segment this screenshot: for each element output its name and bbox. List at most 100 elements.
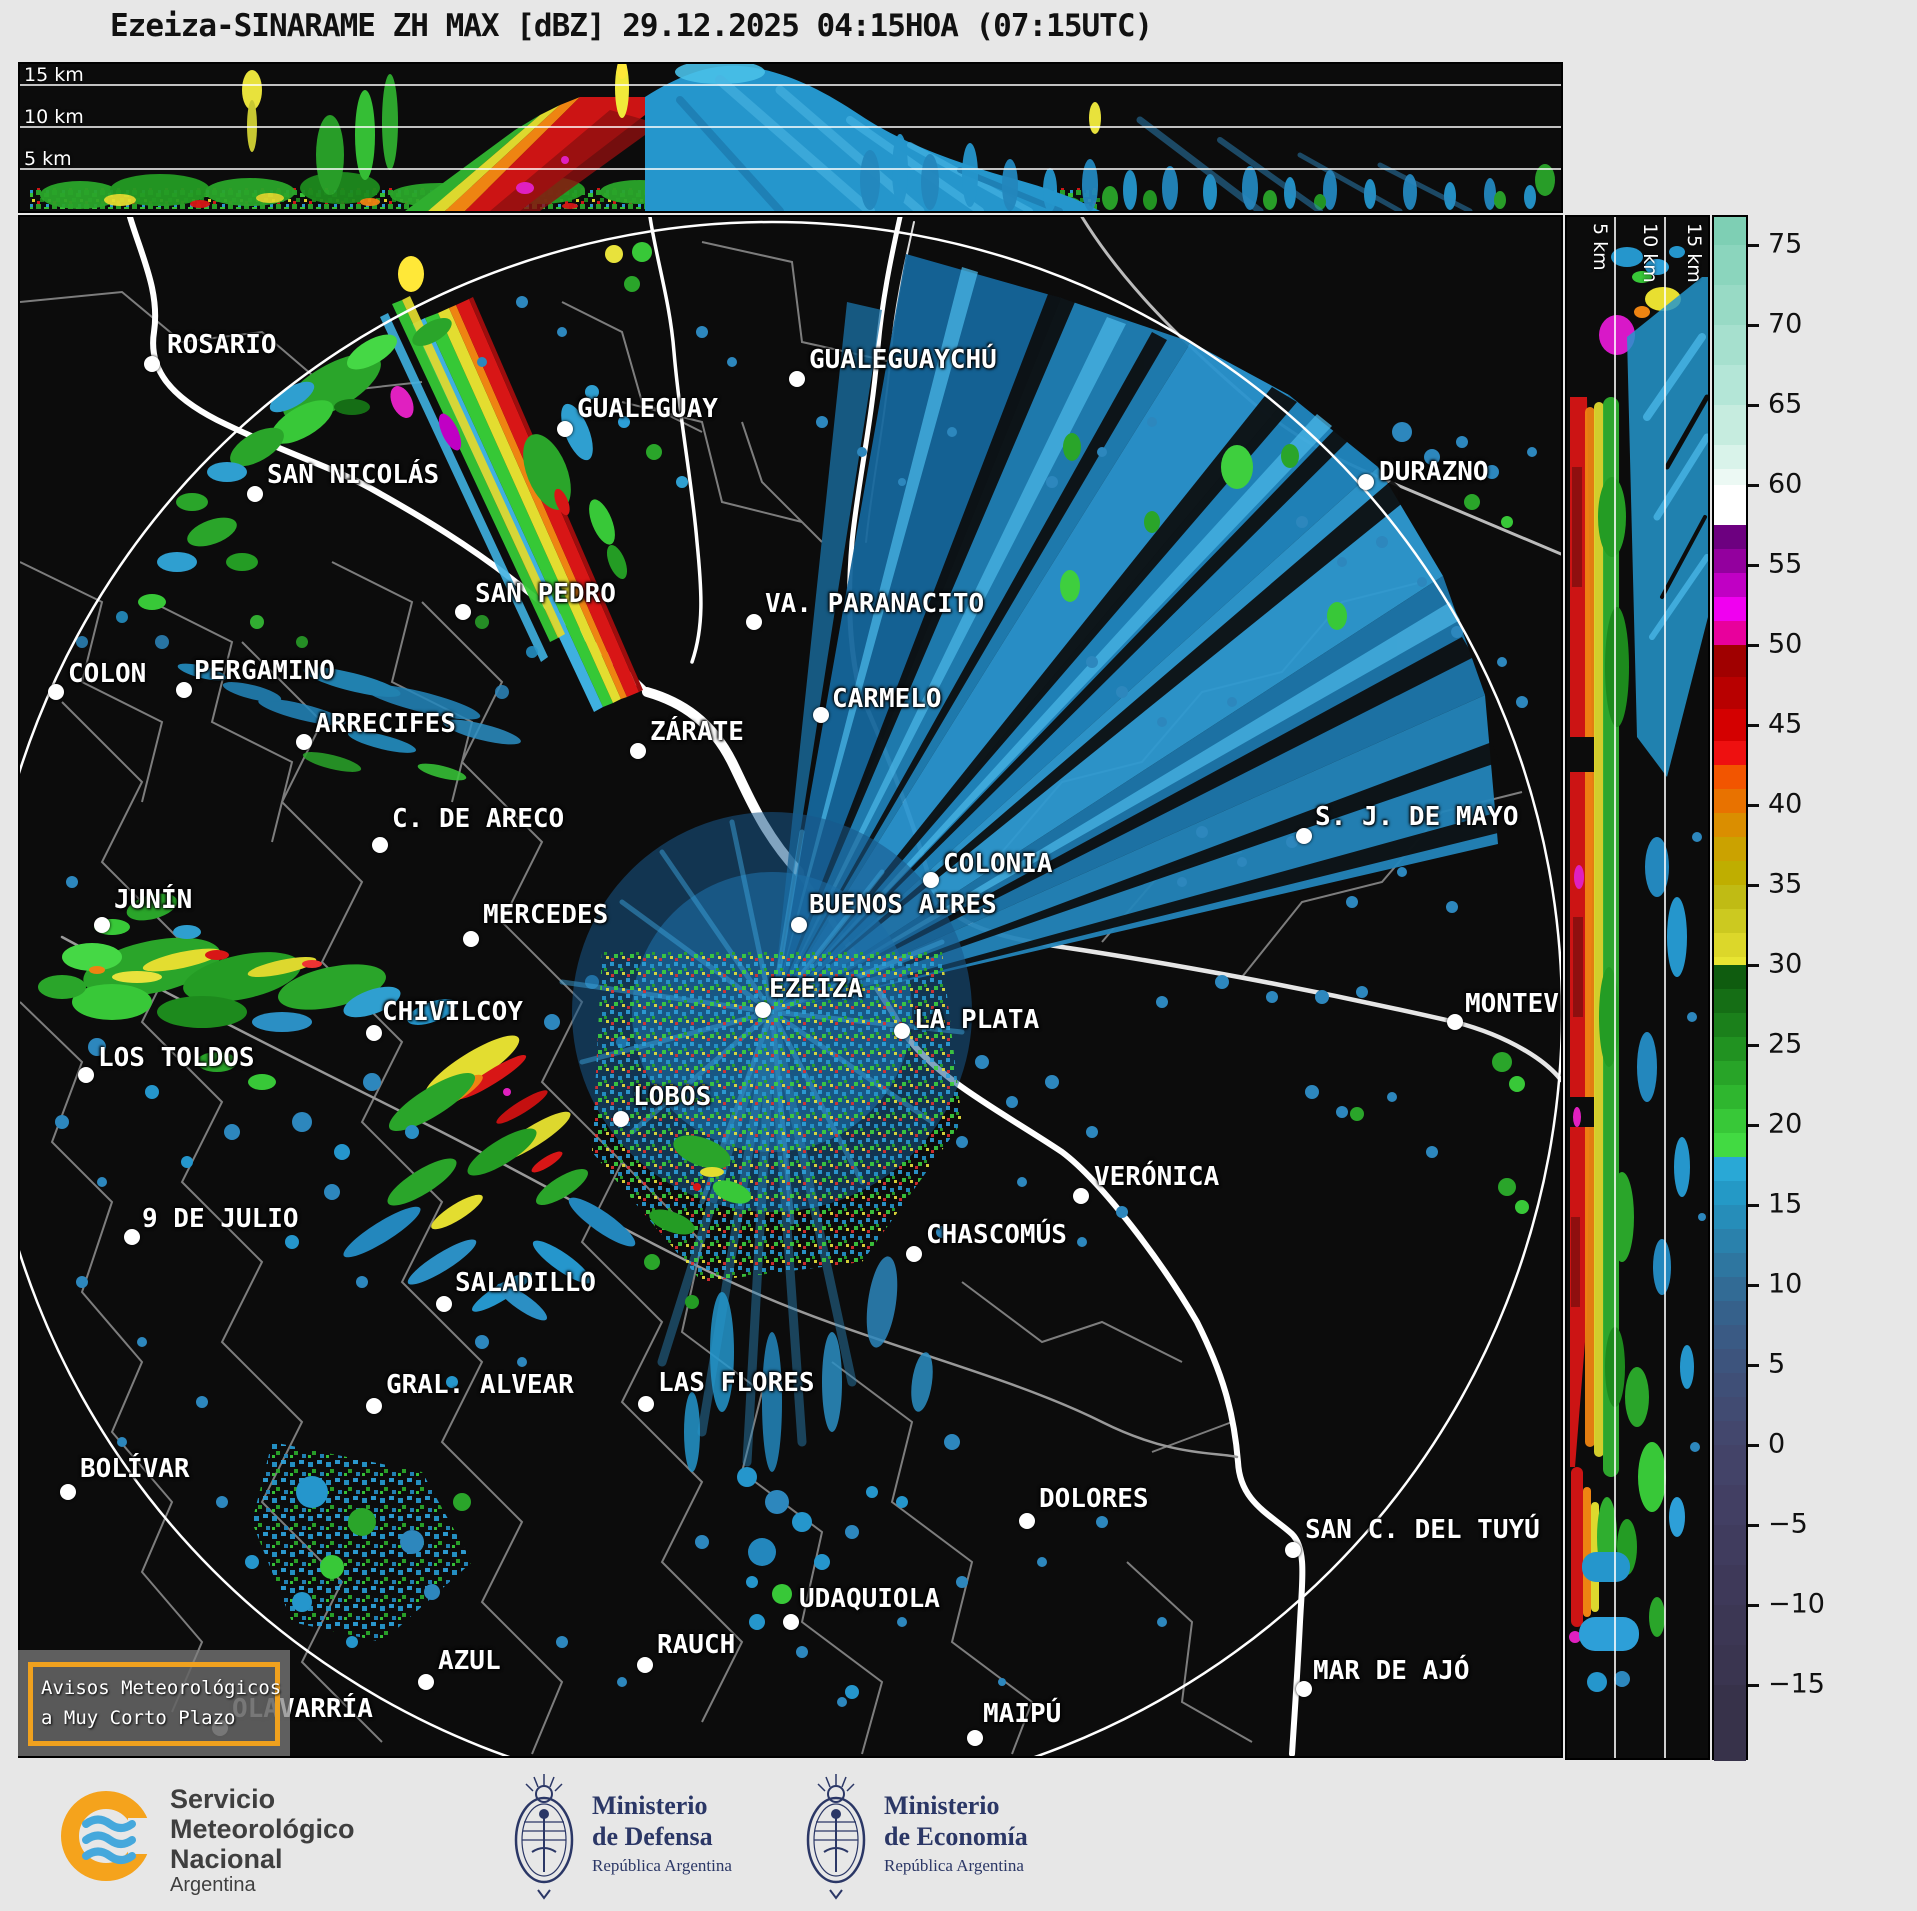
smn-logo-icon — [61, 1791, 154, 1881]
colorbar-tick-label: 75 — [1768, 228, 1803, 260]
colorbar-segment — [1714, 789, 1746, 814]
warning-line-1: Avisos Meteorológicos — [41, 1677, 282, 1699]
radar-map-graphics — [20, 217, 1561, 1756]
defensa-country-label: República Argentina — [592, 1856, 732, 1875]
colorbar-tick-label: 0 — [1768, 1428, 1786, 1460]
colorbar-segment — [1714, 1157, 1746, 1182]
colorbar-segment — [1714, 1349, 1746, 1374]
colorbar-tick — [1748, 1684, 1759, 1687]
colorbar-segment — [1714, 217, 1746, 249]
colorbar-segment — [1714, 285, 1746, 326]
colorbar-tick-label: −15 — [1768, 1668, 1825, 1700]
colorbar-segment — [1714, 813, 1746, 838]
smn-name-line2: Meteorológico — [170, 1814, 355, 1844]
colorbar-segment — [1714, 1229, 1746, 1254]
economia-country-label: República Argentina — [884, 1856, 1024, 1875]
colorbar-segment — [1714, 469, 1746, 486]
colorbar-tick-label: 50 — [1768, 628, 1803, 660]
warning-line-2: a Muy Corto Plazo — [41, 1707, 236, 1729]
colorbar-segment — [1714, 1645, 1746, 1686]
colorbar-tick-label: 25 — [1768, 1028, 1803, 1060]
defensa-name-line1: Ministerio — [592, 1791, 708, 1820]
colorbar-segment — [1714, 245, 1746, 286]
colorbar-tick-label: −5 — [1768, 1508, 1808, 1540]
top-panel-15km-label: 15 km — [24, 64, 84, 86]
top-panel-10km-label: 10 km — [24, 106, 84, 128]
colorbar-segment — [1714, 1301, 1746, 1326]
colorbar-tick-label: 60 — [1768, 468, 1803, 500]
colorbar-tick — [1748, 884, 1759, 887]
colorbar-segment — [1714, 957, 1746, 966]
colorbar-tick — [1748, 964, 1759, 967]
colorbar-segment — [1714, 365, 1746, 406]
reflectivity-colorbar — [1712, 215, 1748, 1761]
colorbar-segment — [1714, 1061, 1746, 1086]
colorbar-segment — [1714, 1397, 1746, 1422]
colorbar-segment — [1714, 709, 1746, 742]
colorbar-segment — [1714, 1485, 1746, 1526]
colorbar-segment — [1714, 1685, 1746, 1761]
smn-country-label: Argentina — [170, 1874, 256, 1896]
smn-name-line1: Servicio — [170, 1784, 276, 1814]
colorbar-tick-label: 20 — [1768, 1108, 1803, 1140]
economia-name-line2: de Economía — [884, 1822, 1028, 1851]
top-cross-section-echoes — [20, 64, 1561, 211]
footer-logos: Servicio Meteorológico Nacional Argentin… — [0, 1760, 1917, 1909]
colorbar-segment — [1714, 325, 1746, 366]
colorbar-segment — [1714, 1013, 1746, 1038]
colorbar-segment — [1714, 645, 1746, 678]
right-panel-10km-label: 10 km — [1639, 223, 1661, 283]
right-cross-section-echoes — [1569, 217, 1708, 1758]
colorbar-tick-label: 15 — [1768, 1188, 1803, 1220]
colorbar-tick — [1748, 1444, 1759, 1447]
colorbar-tick — [1748, 564, 1759, 567]
page-title: Ezeiza-SINARAME ZH MAX [dBZ] 29.12.2025 … — [110, 8, 1153, 44]
colorbar-segment — [1714, 1325, 1746, 1350]
colorbar-tick-label: −10 — [1768, 1588, 1825, 1620]
colorbar-segment — [1714, 1373, 1746, 1398]
short-term-warnings-box[interactable]: Avisos Meteorológicos a Muy Corto Plazo — [28, 1662, 282, 1746]
colorbar-segment — [1714, 525, 1746, 550]
smn-name-line3: Nacional — [170, 1844, 283, 1874]
colorbar-segment — [1714, 861, 1746, 886]
colorbar-tick-label: 5 — [1768, 1348, 1786, 1380]
colorbar-segment — [1714, 1133, 1746, 1158]
colorbar-segment — [1714, 965, 1746, 990]
colorbar-segment — [1714, 1565, 1746, 1606]
colorbar-segment — [1714, 885, 1746, 910]
colorbar-tick — [1748, 1284, 1759, 1287]
colorbar-segment — [1714, 933, 1746, 958]
colorbar-tick-label: 65 — [1768, 388, 1803, 420]
colorbar-tick-label: 40 — [1768, 788, 1803, 820]
colorbar-tick — [1748, 244, 1759, 247]
colorbar-tick-label: 70 — [1768, 308, 1803, 340]
colorbar-segment — [1714, 1109, 1746, 1134]
colorbar-segment — [1714, 1085, 1746, 1110]
colorbar-tick-label: 45 — [1768, 708, 1803, 740]
defensa-name-line2: de Defensa — [592, 1822, 713, 1851]
colorbar-segment — [1714, 1421, 1746, 1446]
colorbar-tick — [1748, 1524, 1759, 1527]
colorbar-tick — [1748, 404, 1759, 407]
economia-coat-of-arms-icon — [806, 1774, 866, 1900]
colorbar-tick-label: 30 — [1768, 948, 1803, 980]
colorbar-segment — [1714, 677, 1746, 710]
colorbar-segment — [1714, 765, 1746, 790]
colorbar-tick — [1748, 724, 1759, 727]
colorbar-segment — [1714, 1605, 1746, 1646]
colorbar-segment — [1714, 1525, 1746, 1566]
colorbar-segment — [1714, 989, 1746, 1014]
colorbar-tick — [1748, 1124, 1759, 1127]
colorbar-tick — [1748, 644, 1759, 647]
colorbar-segment — [1714, 837, 1746, 862]
radar-map: ROSARIO GUALEGUAYCHÚ GUALEGUAY SAN NICOLÁS D… — [18, 215, 1563, 1758]
colorbar-segment — [1714, 741, 1746, 766]
colorbar-tick-label: 35 — [1768, 868, 1803, 900]
defensa-coat-of-arms-icon — [514, 1774, 574, 1900]
colorbar-segment — [1714, 909, 1746, 934]
colorbar-segment — [1714, 405, 1746, 446]
colorbar-tick-label: 55 — [1768, 548, 1803, 580]
colorbar-segment — [1714, 1037, 1746, 1062]
colorbar-tick — [1748, 324, 1759, 327]
colorbar-segment — [1714, 445, 1746, 470]
